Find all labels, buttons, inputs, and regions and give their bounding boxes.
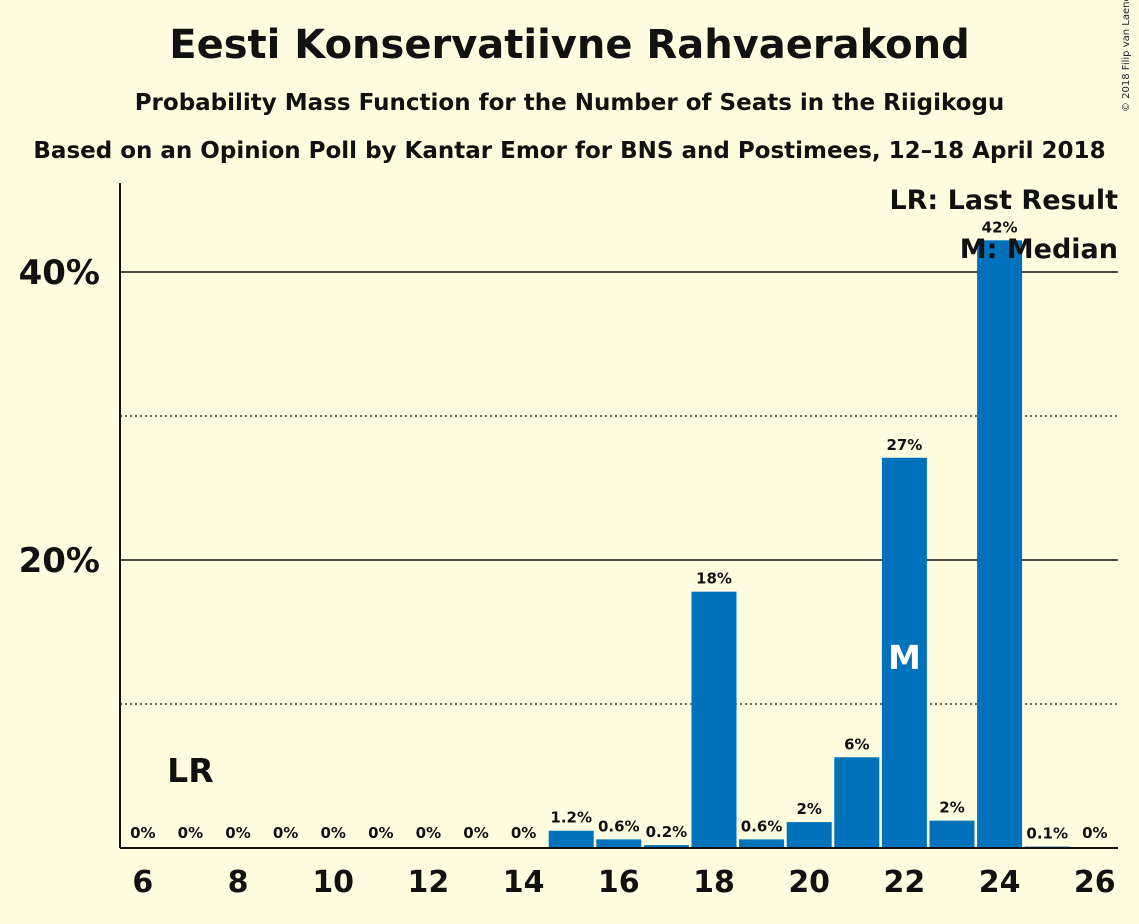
- bars: [548, 240, 1070, 848]
- x-tick-label: 10: [312, 865, 354, 900]
- bar-value-label: 0.1%: [1026, 825, 1068, 843]
- gridlines: [120, 271, 1118, 705]
- x-tick-label: 16: [598, 865, 640, 900]
- legend: LR: Last Result M: Median: [889, 185, 1118, 265]
- bar-value-label: 6%: [844, 735, 869, 753]
- bar-value-label: 18%: [696, 570, 732, 588]
- bar-value-label: 0%: [130, 824, 155, 842]
- y-tick-label: 40%: [19, 253, 100, 293]
- bar-seat-17: [643, 845, 689, 848]
- x-tick-label: 12: [408, 865, 450, 900]
- bar-seat-23: [929, 820, 975, 848]
- bar-value-label: 0%: [511, 824, 536, 842]
- bar-value-label: 0.2%: [646, 823, 688, 841]
- bar-seat-24: [977, 240, 1023, 848]
- bar-value-label: 0.6%: [741, 817, 783, 835]
- bar-value-label: 0.6%: [598, 817, 640, 835]
- bar-seat-19: [739, 839, 785, 848]
- bar-value-label: 0%: [368, 824, 393, 842]
- bar-value-label: 0%: [225, 824, 250, 842]
- legend-median: M: Median: [960, 234, 1118, 265]
- chart-source: Based on an Opinion Poll by Kantar Emor …: [33, 138, 1106, 164]
- bar-labels: 0% 0% 0% 0% 0% 0% 0% 0% 0% 1.2% 0.6% 0.2% 18% 0.6% 2% 6…: [130, 218, 1107, 842]
- bar-value-label: 42%: [982, 218, 1018, 236]
- markers: LR M: [167, 638, 921, 790]
- bar-value-label: 0%: [1082, 824, 1107, 842]
- bar-seat-21: [834, 757, 880, 848]
- x-tick-label: 22: [884, 865, 926, 900]
- chart-title: Eesti Konservatiivne Rahvaerakond: [169, 22, 970, 68]
- legend-last-result: LR: Last Result: [889, 185, 1118, 216]
- bar-seat-18: [691, 591, 737, 848]
- chart-subtitle: Probability Mass Function for the Number…: [134, 90, 1005, 116]
- last-result-marker: LR: [167, 751, 213, 790]
- bar-value-label: 0%: [178, 824, 203, 842]
- x-tick-label: 26: [1074, 865, 1116, 900]
- median-marker: M: [888, 638, 921, 677]
- bar-value-label: 0%: [416, 824, 441, 842]
- x-tick-label: 20: [788, 865, 830, 900]
- x-tick-label: 18: [693, 865, 735, 900]
- bar-value-label: 0%: [463, 824, 488, 842]
- bar-value-label: 0%: [320, 824, 345, 842]
- bar-value-label: 2%: [939, 799, 964, 817]
- axes: 6 8 10 12 14 16 18 20 22 24 26 20% 40%: [19, 183, 1118, 900]
- bar-value-label: 2%: [796, 800, 821, 818]
- x-tick-label: 6: [132, 865, 153, 900]
- y-tick-label: 20%: [19, 541, 100, 581]
- x-tick-label: 8: [228, 865, 249, 900]
- bar-seat-15: [548, 830, 594, 848]
- x-tick-label: 24: [979, 865, 1021, 900]
- bar-seat-22: [881, 457, 927, 848]
- bar-value-label: 1.2%: [550, 809, 592, 827]
- bar-value-label: 27%: [886, 436, 922, 454]
- bar-seat-16: [596, 839, 642, 848]
- x-tick-label: 14: [503, 865, 545, 900]
- bar-seat-20: [786, 822, 832, 848]
- bar-value-label: 0%: [273, 824, 298, 842]
